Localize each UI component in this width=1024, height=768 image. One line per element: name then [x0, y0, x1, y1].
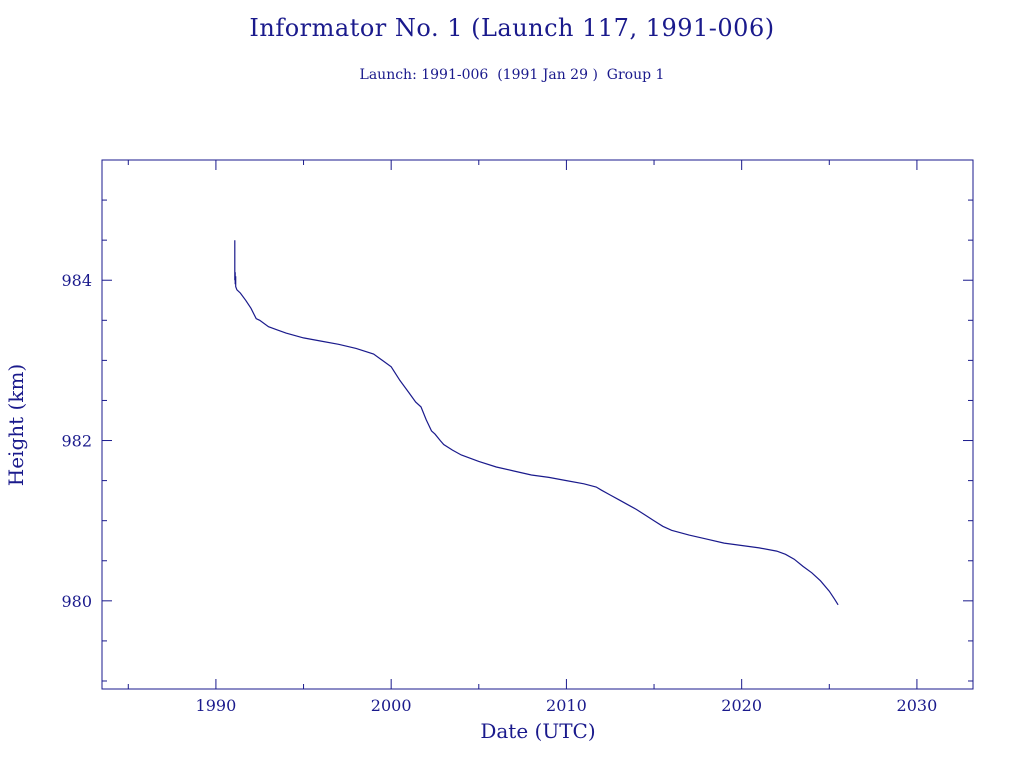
x-tick-label: 2030 — [897, 696, 938, 715]
axis-ticks — [102, 160, 973, 689]
y-tick-label: 982 — [61, 432, 92, 451]
y-tick-label: 984 — [61, 271, 92, 290]
y-axis-label: Height (km) — [4, 364, 28, 486]
x-tick-labels: 1990 2000 2010 2020 2030 — [196, 696, 938, 715]
y-tick-labels: 980 982 984 — [61, 271, 92, 611]
x-axis-label: Date (UTC) — [480, 719, 595, 743]
x-tick-label: 2000 — [371, 696, 412, 715]
x-tick-label: 2020 — [721, 696, 762, 715]
y-tick-label: 980 — [61, 592, 92, 611]
x-tick-label: 1990 — [196, 696, 237, 715]
series-line — [234, 240, 839, 606]
chart-title: Informator No. 1 (Launch 117, 1991-006) — [249, 14, 775, 42]
x-tick-label: 2010 — [546, 696, 587, 715]
chart-subtitle: Launch: 1991-006 (1991 Jan 29 ) Group 1 — [359, 67, 665, 83]
plot-frame — [101, 159, 974, 690]
